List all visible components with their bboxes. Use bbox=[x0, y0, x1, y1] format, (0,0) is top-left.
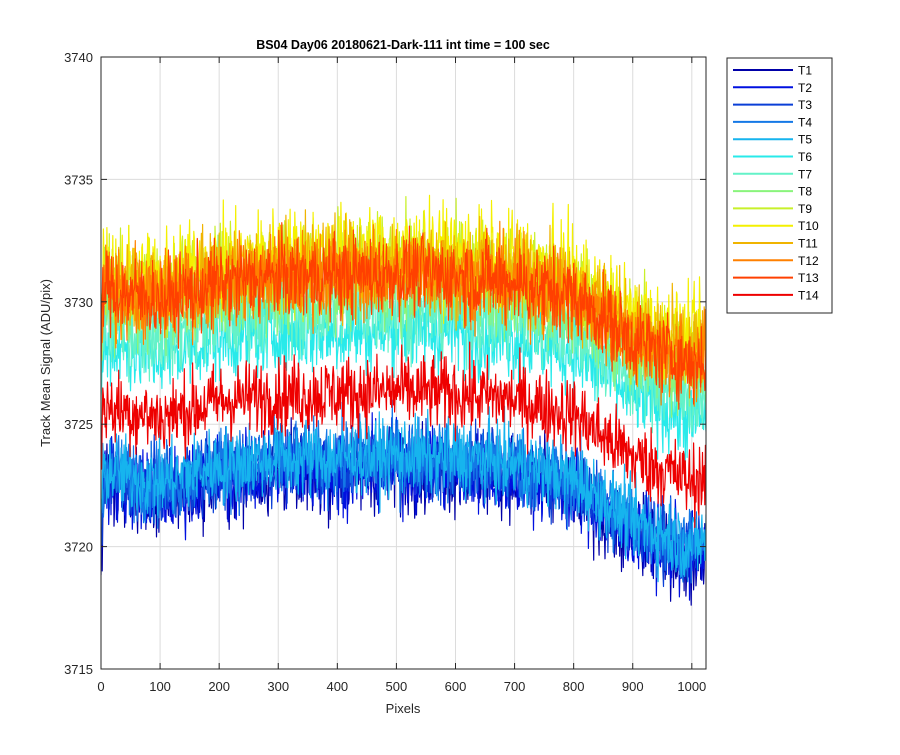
legend-label-t13: T13 bbox=[798, 271, 819, 285]
y-tick-label: 3735 bbox=[64, 172, 93, 187]
legend-label-t14: T14 bbox=[798, 288, 819, 302]
axes-box bbox=[100, 56, 707, 670]
legend-label-t9: T9 bbox=[798, 202, 812, 216]
series-lines bbox=[101, 194, 706, 606]
plot-area: 0 100 200 300 400 500 600 700 800 900 1000 3715 372… bbox=[64, 50, 707, 694]
legend-label-t11: T11 bbox=[798, 237, 818, 251]
legend-label-t6: T6 bbox=[798, 150, 812, 164]
y-axis-label: Track Mean Signal (ADU/pix) bbox=[38, 279, 53, 447]
series-line-t14 bbox=[101, 341, 706, 528]
y-tick-label: 3725 bbox=[64, 417, 93, 432]
chart-title: BS04 Day06 20180621-Dark-111 int time = … bbox=[256, 38, 550, 52]
x-tick-label: 400 bbox=[326, 679, 348, 694]
y-tick-label: 3740 bbox=[64, 50, 93, 65]
legend-label-t10: T10 bbox=[798, 219, 819, 233]
x-tick-label: 300 bbox=[267, 679, 289, 694]
x-tick-label: 900 bbox=[622, 679, 644, 694]
legend-box bbox=[726, 57, 833, 314]
legend: T1 T2 T3 T4 T5 T6 T7 T8 T9 T10 T11 T12 T13 T14 bbox=[726, 57, 833, 314]
legend-label-t5: T5 bbox=[798, 133, 812, 147]
x-axis-label: Pixels bbox=[386, 701, 421, 716]
series-line-t13 bbox=[101, 222, 706, 410]
x-tick-label: 100 bbox=[149, 679, 171, 694]
legend-label-t8: T8 bbox=[798, 185, 812, 199]
legend-label-t12: T12 bbox=[798, 254, 819, 268]
x-tick-label: 1000 bbox=[677, 679, 706, 694]
x-tick-label: 200 bbox=[208, 679, 230, 694]
legend-label-t4: T4 bbox=[798, 115, 812, 129]
x-tick-label: 500 bbox=[386, 679, 408, 694]
legend-label-t2: T2 bbox=[798, 81, 812, 95]
legend-label-t7: T7 bbox=[798, 167, 812, 181]
x-axis-ticks: 0 100 200 300 400 500 600 700 800 900 1000 bbox=[97, 57, 706, 694]
legend-label-t1: T1 bbox=[798, 64, 812, 78]
y-axis-ticks: 3715 3720 3725 3730 3735 3740 bbox=[64, 50, 706, 677]
series-line-t5 bbox=[101, 405, 706, 583]
y-tick-label: 3730 bbox=[64, 295, 93, 310]
x-tick-label: 0 bbox=[97, 679, 104, 694]
x-tick-label: 800 bbox=[563, 679, 585, 694]
x-tick-label: 700 bbox=[504, 679, 526, 694]
legend-label-t3: T3 bbox=[798, 98, 812, 112]
y-tick-label: 3720 bbox=[64, 540, 93, 555]
x-tick-label: 600 bbox=[445, 679, 467, 694]
y-tick-label: 3715 bbox=[64, 662, 93, 677]
